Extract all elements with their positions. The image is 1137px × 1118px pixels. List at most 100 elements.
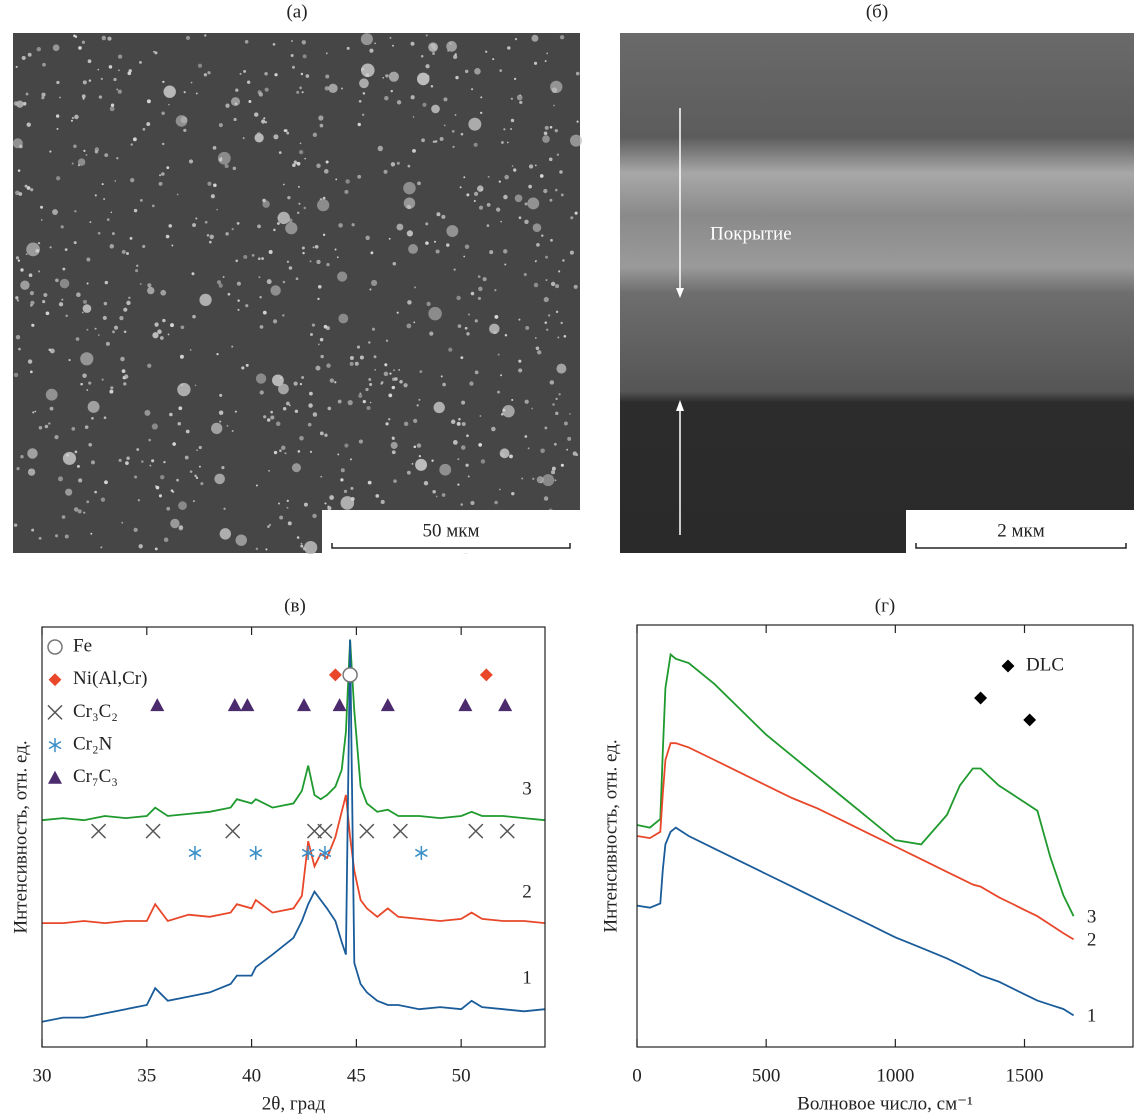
particle [499,69,503,72]
particle [338,313,349,324]
particle [323,324,328,329]
particle [144,409,151,416]
particle [500,220,503,223]
particle [40,219,43,221]
particle [161,142,165,146]
particle [299,86,302,90]
particle [49,348,55,354]
particle [138,544,143,549]
particle [513,77,517,80]
particle [264,87,269,92]
particle [212,145,217,150]
particle [286,131,290,135]
particle [574,211,578,215]
particle [37,241,41,245]
particle [261,257,264,260]
particle [304,157,306,160]
particle [123,330,127,334]
particle [349,361,354,366]
particle [265,548,268,551]
particle [176,193,179,196]
peak-marker [225,823,241,839]
particle [451,129,455,133]
particle [551,466,556,471]
particle [279,376,282,379]
particle [491,426,496,432]
particle [292,163,296,167]
particle [497,353,500,356]
particle [85,154,88,156]
particle [553,104,555,107]
particle [567,436,572,441]
particle [185,35,191,41]
particle [461,421,466,427]
particle [563,421,568,426]
particle [108,65,113,69]
particle [158,494,163,498]
particle [278,502,280,505]
particle [502,408,506,412]
legend-symbol [1000,658,1016,674]
x-tick-label: 35 [137,1065,156,1086]
peak-marker [327,667,343,683]
peak-marker [468,823,484,839]
particle [406,323,412,329]
particle [559,35,565,40]
particle [43,293,48,298]
particle [328,83,338,93]
particle [489,323,500,335]
particle [284,452,287,455]
particle [398,369,401,371]
particle [170,518,180,529]
particle [553,442,557,446]
particle [356,345,361,349]
particle [496,207,501,212]
particle [286,401,290,406]
particle [135,269,139,273]
particle [172,442,176,446]
particle [494,314,499,319]
particle [285,222,298,235]
particle [121,249,126,255]
particle [298,149,304,155]
particle [316,163,321,169]
particle [371,327,376,331]
particle [573,284,578,289]
x-tick-label: 0 [632,1065,642,1086]
particle [365,73,370,77]
peak-marker [301,845,315,860]
particle [324,433,328,437]
particle [52,209,58,215]
series-line [637,742,1075,941]
series-line [637,826,1075,1017]
particle [527,447,530,450]
particle [425,222,429,226]
particle [295,277,299,281]
particle [452,439,458,445]
particle [390,441,398,449]
particle [302,54,307,59]
particle [384,363,388,367]
surface-particles [12,33,583,555]
particle [318,115,324,121]
particle [140,198,143,202]
particle [358,99,362,103]
particle [412,116,415,118]
particle [312,513,317,519]
particle [102,315,107,321]
particle [319,431,324,436]
particle [119,316,124,321]
particle [468,117,482,131]
particle [399,379,403,384]
particle [519,100,523,105]
particle [296,90,300,94]
particle [15,296,19,300]
scale-bar-label: 50 мкм [422,520,479,541]
peak-marker [1022,712,1038,728]
particle [268,469,270,472]
marker-group [327,667,494,683]
particle [15,334,21,340]
particle [358,393,363,398]
particle [55,534,59,538]
particle [154,547,158,551]
